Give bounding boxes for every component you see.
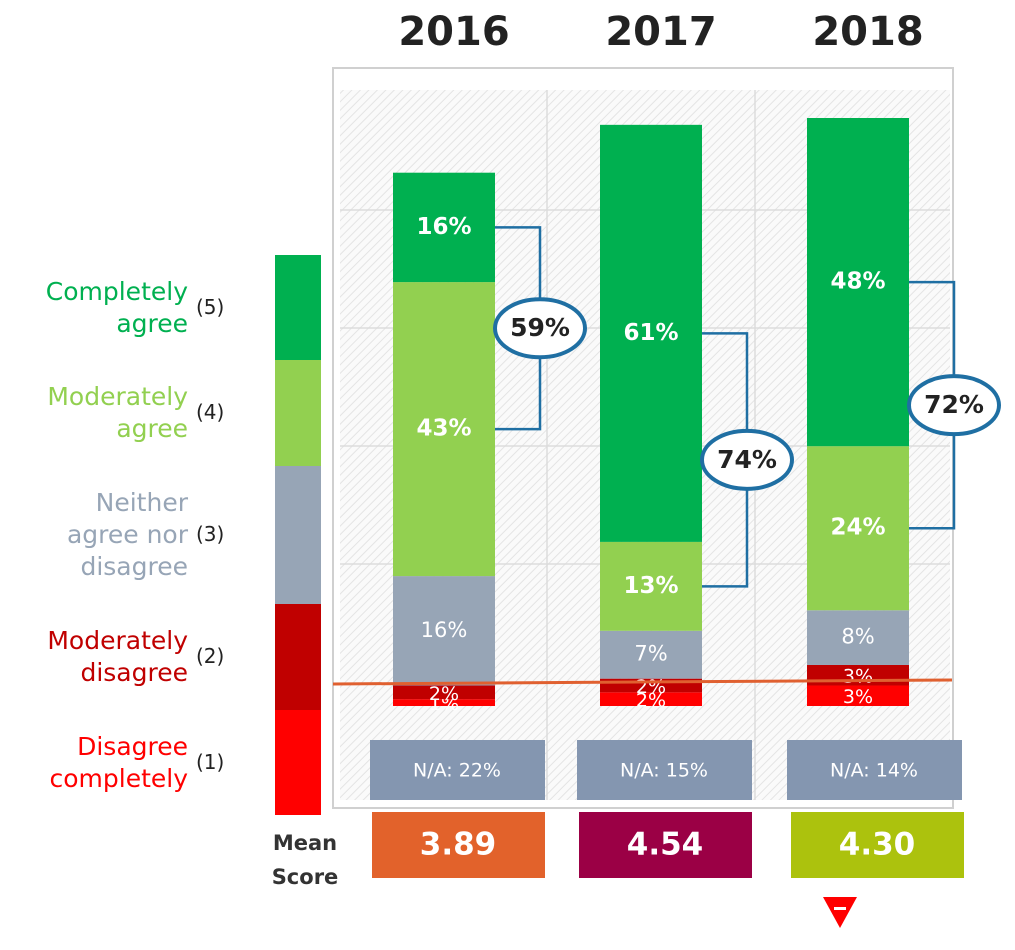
value-label: 7% bbox=[634, 642, 667, 666]
legend-label: Moderately disagree bbox=[47, 626, 188, 687]
year-label: 2016 bbox=[398, 9, 509, 55]
legend-swatch bbox=[275, 255, 321, 360]
bar-segment bbox=[393, 576, 495, 686]
bar-segment bbox=[393, 685, 495, 700]
decline-marker bbox=[823, 897, 857, 928]
mean-score-value: 3.89 bbox=[420, 827, 497, 863]
legend-swatch bbox=[275, 360, 321, 466]
legend-code: (5) bbox=[196, 294, 225, 319]
mean-score-value: 4.54 bbox=[627, 827, 704, 863]
value-label: 61% bbox=[623, 320, 678, 346]
top-box-badge bbox=[700, 428, 794, 491]
mean-score-value: 4.30 bbox=[839, 827, 916, 863]
bar-segment bbox=[807, 118, 909, 447]
year-label: 2017 bbox=[605, 9, 716, 55]
bar-segment bbox=[807, 446, 909, 611]
legend-swatch bbox=[275, 466, 321, 604]
legend-swatch bbox=[275, 604, 321, 710]
value-label: 3% bbox=[843, 686, 873, 708]
na-label: N/A: 14% bbox=[830, 760, 918, 782]
decline-marker-dash bbox=[834, 907, 846, 910]
top-box-label: 74% bbox=[717, 445, 777, 474]
mean-score-box bbox=[372, 812, 545, 878]
legend-code: (1) bbox=[196, 749, 225, 774]
separator-line bbox=[332, 678, 953, 686]
value-label: 43% bbox=[416, 416, 471, 442]
value-label: 16% bbox=[416, 214, 471, 240]
top-box-label: 59% bbox=[510, 313, 570, 342]
top-box-label: 72% bbox=[924, 390, 984, 419]
legend-swatch bbox=[275, 710, 321, 815]
value-label: 8% bbox=[841, 625, 874, 649]
bar-segment bbox=[600, 630, 702, 679]
na-label: N/A: 22% bbox=[413, 760, 501, 782]
bar-segment bbox=[393, 282, 495, 577]
value-label: 24% bbox=[830, 515, 885, 541]
legend-label: Disagree completely bbox=[49, 731, 188, 793]
na-box bbox=[577, 740, 752, 800]
bar-segment bbox=[600, 541, 702, 631]
mean-score-box bbox=[791, 812, 964, 878]
top-box-badge bbox=[907, 374, 1001, 437]
na-box bbox=[370, 740, 545, 800]
legend-code: (2) bbox=[196, 644, 225, 668]
na-label: N/A: 15% bbox=[620, 760, 708, 782]
legend-label: Moderately agree bbox=[47, 382, 188, 443]
value-label: 2% bbox=[636, 676, 666, 698]
na-box bbox=[787, 740, 962, 800]
top-box-badge bbox=[493, 297, 587, 360]
legend-code: (3) bbox=[196, 522, 225, 546]
bar-segment bbox=[807, 610, 909, 665]
legend-label: Completely agree bbox=[45, 276, 188, 338]
bar-segment bbox=[807, 685, 909, 706]
value-label: 13% bbox=[623, 573, 678, 599]
mean-score-box bbox=[579, 812, 752, 878]
mean-score-label: Mean Score bbox=[271, 831, 339, 889]
bar-segment bbox=[393, 172, 495, 283]
value-label: 2% bbox=[636, 690, 666, 712]
value-label: 3% bbox=[843, 666, 873, 688]
legend-code: (4) bbox=[196, 400, 225, 424]
value-label: 48% bbox=[830, 269, 885, 295]
value-label: 16% bbox=[421, 618, 468, 642]
bar-segment bbox=[600, 124, 702, 542]
bar-segment bbox=[600, 692, 702, 706]
legend-label: Neither agree nor disagree bbox=[66, 488, 188, 581]
value-label: 2% bbox=[429, 683, 459, 705]
year-label: 2018 bbox=[812, 9, 923, 55]
bar-segment bbox=[393, 699, 495, 706]
